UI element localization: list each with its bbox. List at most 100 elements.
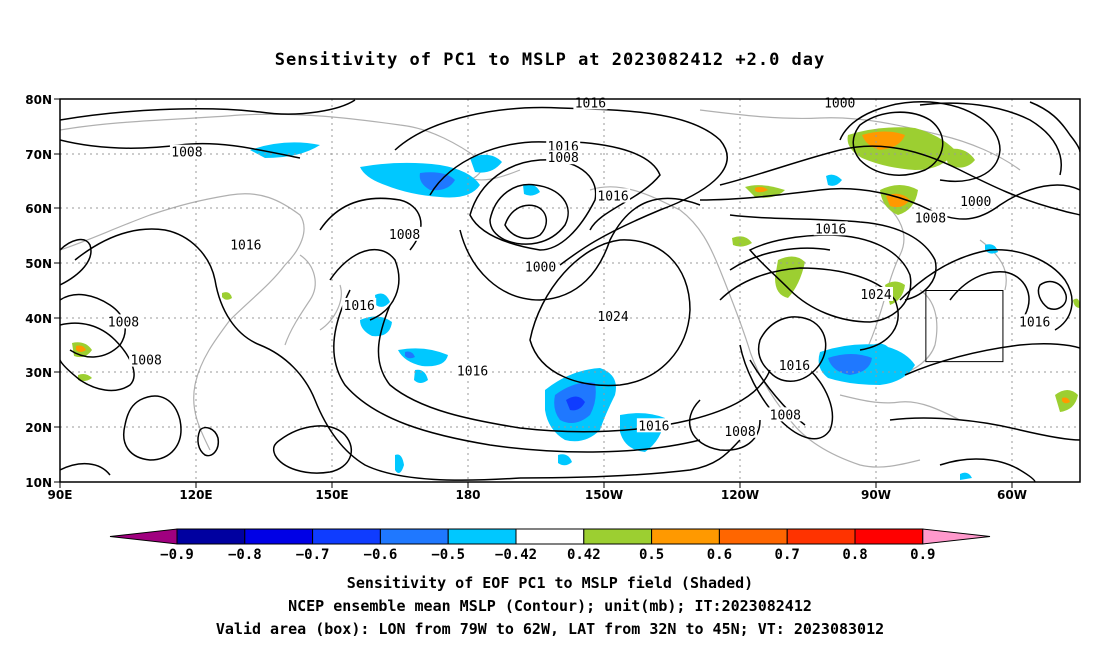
contour-label-bg xyxy=(455,363,490,378)
colorbar-segment xyxy=(447,528,517,545)
contour-label-bg xyxy=(859,286,893,301)
colorbar-segment xyxy=(651,528,720,545)
colorbar-segment xyxy=(379,528,449,545)
contour-label-bg xyxy=(777,358,812,373)
colorbar-segment xyxy=(786,528,856,545)
contour-labels: 1016 1016 1008 1008 1016 1008 1000 1016 1016 1024… xyxy=(106,95,1052,440)
colorbar-tick-label: −0.9 xyxy=(160,547,194,563)
colorbar-tick-label: −0.5 xyxy=(431,547,465,563)
lon-label: 60W xyxy=(997,488,1027,502)
contour-label: 1016 xyxy=(597,189,628,204)
contour-label-bg xyxy=(958,193,993,208)
contour-label: 1008 xyxy=(108,315,139,330)
contour-label-bg xyxy=(813,221,848,236)
contour-label-bg xyxy=(523,259,558,274)
lon-label: 90E xyxy=(48,488,73,502)
contour-label-bg xyxy=(342,297,377,312)
lon-label: 120E xyxy=(179,488,212,502)
colorbar-segment xyxy=(176,528,246,545)
contour-label-bg xyxy=(228,237,263,252)
contour-label: 1016 xyxy=(575,96,606,111)
shaded-sensitivity xyxy=(72,127,1080,480)
grid-lines xyxy=(60,99,1080,482)
colorbar-segment xyxy=(244,528,314,545)
lon-label: 150W xyxy=(585,488,623,502)
contour-label-bg xyxy=(768,407,803,422)
contour-label: 1000 xyxy=(960,195,991,210)
contour-label: 1000 xyxy=(824,96,855,111)
colorbar-segment xyxy=(854,528,924,545)
colorbar-segment xyxy=(583,528,653,545)
caption-contour: NCEP ensemble mean MSLP (Contour); unit(… xyxy=(288,597,812,615)
colorbar-segment xyxy=(312,528,381,545)
lon-label: 150E xyxy=(315,488,348,502)
contour-label: 1024 xyxy=(597,310,628,325)
colorbar-tick-label: 0.5 xyxy=(639,547,664,563)
colorbar-segment xyxy=(718,528,788,545)
lat-label: 80N xyxy=(25,93,52,107)
contour-label: 1008 xyxy=(171,146,202,161)
colorbar-tick-label: −0.8 xyxy=(228,547,262,563)
longitude-labels: 90E 120E 150E 180 150W 120W 90W 60W xyxy=(48,488,1027,502)
colorbar-tick-label: −0.42 xyxy=(495,547,537,563)
lat-label: 50N xyxy=(25,257,52,271)
caption-valid-area: Valid area (box): LON from 79W to 62W, L… xyxy=(215,620,885,638)
axis-ticks xyxy=(54,98,1013,488)
lon-label: 90W xyxy=(861,488,891,502)
latitude-labels: 80N 70N 60N 50N 40N 30N 20N 10N xyxy=(25,93,52,490)
contour-label-bg xyxy=(129,352,164,367)
mslp-contours xyxy=(60,99,1080,482)
lat-label: 10N xyxy=(25,476,52,490)
contour-label: 1016 xyxy=(638,419,669,434)
contour-label-bg xyxy=(106,314,141,329)
contour-label-bg xyxy=(546,139,581,154)
contour-label: 1016 xyxy=(1019,315,1050,330)
contour-label: 1008 xyxy=(389,228,420,243)
colorbar-labels: −0.9 −0.8 −0.7 −0.6 −0.5 −0.42 0.42 0.5 0.6 0.7 0.… xyxy=(160,547,935,563)
colorbar-tick-label: −0.6 xyxy=(364,547,398,563)
colorbar-tick-label: 0.9 xyxy=(910,547,935,563)
lat-label: 40N xyxy=(25,312,52,326)
contour-label: 1016 xyxy=(779,359,810,374)
contour-label: 1008 xyxy=(915,211,946,226)
valid-area-box xyxy=(925,290,1004,363)
contour-label: 1016 xyxy=(457,365,488,380)
colorbar-segment xyxy=(515,528,585,545)
colorbar-tick-label: 0.6 xyxy=(707,547,732,563)
coastlines xyxy=(60,109,1021,468)
contour-label-bg xyxy=(387,226,422,241)
colorbar-tick-label: 0.7 xyxy=(775,547,800,563)
contour-label-bg xyxy=(596,308,631,323)
map-frame xyxy=(59,98,1081,483)
lat-label: 70N xyxy=(25,148,52,162)
map-title: Sensitivity of PC1 to MSLP at 2023082412… xyxy=(274,50,826,70)
contour-label: 1024 xyxy=(860,288,891,303)
contour-label-bg xyxy=(546,150,581,165)
contour-label: 1016 xyxy=(230,239,261,254)
colorbar-tick-label: 0.42 xyxy=(567,547,601,563)
contour-label-bg xyxy=(1017,314,1052,329)
contour-label-bg xyxy=(636,418,671,433)
contour-label: 1000 xyxy=(525,261,556,276)
lat-label: 60N xyxy=(25,202,52,216)
lon-label: 120W xyxy=(721,488,759,502)
colorbar xyxy=(109,528,991,545)
contour-label: 1008 xyxy=(548,151,579,166)
caption-shaded: Sensitivity of EOF PC1 to MSLP field (Sh… xyxy=(346,574,754,592)
contour-label: 1008 xyxy=(130,354,161,369)
lon-label: 180 xyxy=(455,488,480,502)
colorbar-tick-label: −0.7 xyxy=(296,547,330,563)
contour-label-bg xyxy=(169,144,204,159)
contour-label: 1016 xyxy=(815,222,846,237)
contour-label: 1008 xyxy=(724,425,755,440)
contour-label: 1016 xyxy=(344,299,375,314)
colorbar-max-arrow xyxy=(922,528,991,545)
contour-label-bg xyxy=(913,210,948,225)
lat-label: 30N xyxy=(25,366,52,380)
contour-label-bg xyxy=(723,423,757,438)
contour-label: 1008 xyxy=(770,408,801,423)
colorbar-min-arrow xyxy=(109,528,178,545)
colorbar-tick-label: 0.8 xyxy=(842,547,867,563)
lat-label: 20N xyxy=(25,421,52,435)
